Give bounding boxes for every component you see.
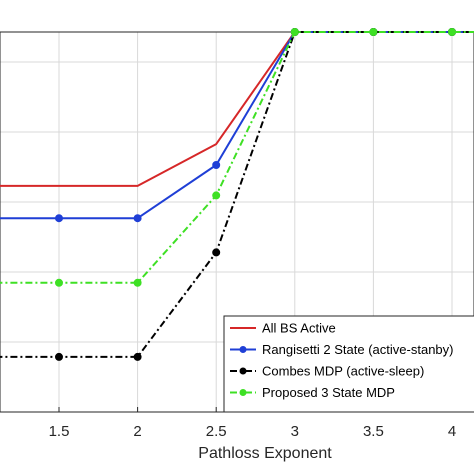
x-axis-ticks: 1.5 2 2.5 3 3.5 4 bbox=[49, 407, 456, 440]
series-1-point-1 bbox=[55, 214, 63, 223]
series-1-point-3 bbox=[212, 161, 221, 169]
series-3-point-6 bbox=[448, 28, 456, 36]
series-3-point-2 bbox=[133, 278, 142, 287]
series-3-point-4 bbox=[290, 28, 299, 36]
legend-box bbox=[223, 315, 474, 413]
x-tick-label-4: 3.5 bbox=[363, 423, 384, 440]
x-tick-label-5: 4 bbox=[448, 423, 456, 440]
series-line-2 bbox=[0, 31, 474, 358]
legend-entry-0: All BS Active bbox=[262, 321, 336, 336]
series-2-point-3 bbox=[212, 248, 221, 257]
legend-entry-1: Rangisetti 2 State (active-stanby) bbox=[262, 342, 453, 357]
series-2-point-2 bbox=[133, 352, 142, 361]
series-1-point-2 bbox=[133, 214, 142, 223]
series-2 bbox=[0, 28, 474, 361]
x-tick-label-0: 1.5 bbox=[49, 423, 70, 440]
x-tick-label-1: 2 bbox=[133, 423, 141, 440]
series-3 bbox=[0, 28, 474, 287]
series-0 bbox=[0, 31, 474, 187]
x-tick-label-3: 3 bbox=[291, 423, 299, 440]
x-tick-label-2: 2.5 bbox=[206, 423, 227, 440]
legend-entry-2: Combes MDP (active-sleep) bbox=[262, 364, 424, 379]
legend-swatch-marker-2 bbox=[239, 367, 247, 375]
series-line-0 bbox=[0, 31, 474, 187]
legend-swatch-marker-1 bbox=[239, 346, 247, 353]
legend-swatch-marker-3 bbox=[239, 389, 247, 396]
x-axis-label: Pathloss Exponent bbox=[198, 445, 332, 462]
series-line-1 bbox=[0, 31, 474, 220]
series-3-point-5 bbox=[369, 28, 378, 36]
series-3-point-3 bbox=[212, 191, 221, 200]
series-layer bbox=[0, 28, 474, 361]
legend-entry-3: Proposed 3 State MDP bbox=[262, 385, 395, 400]
legend: All BS Active Rangisetti 2 State (active-… bbox=[223, 315, 474, 413]
series-3-point-1 bbox=[55, 278, 63, 287]
series-2-point-1 bbox=[55, 352, 63, 361]
series-line-3 bbox=[0, 31, 474, 284]
